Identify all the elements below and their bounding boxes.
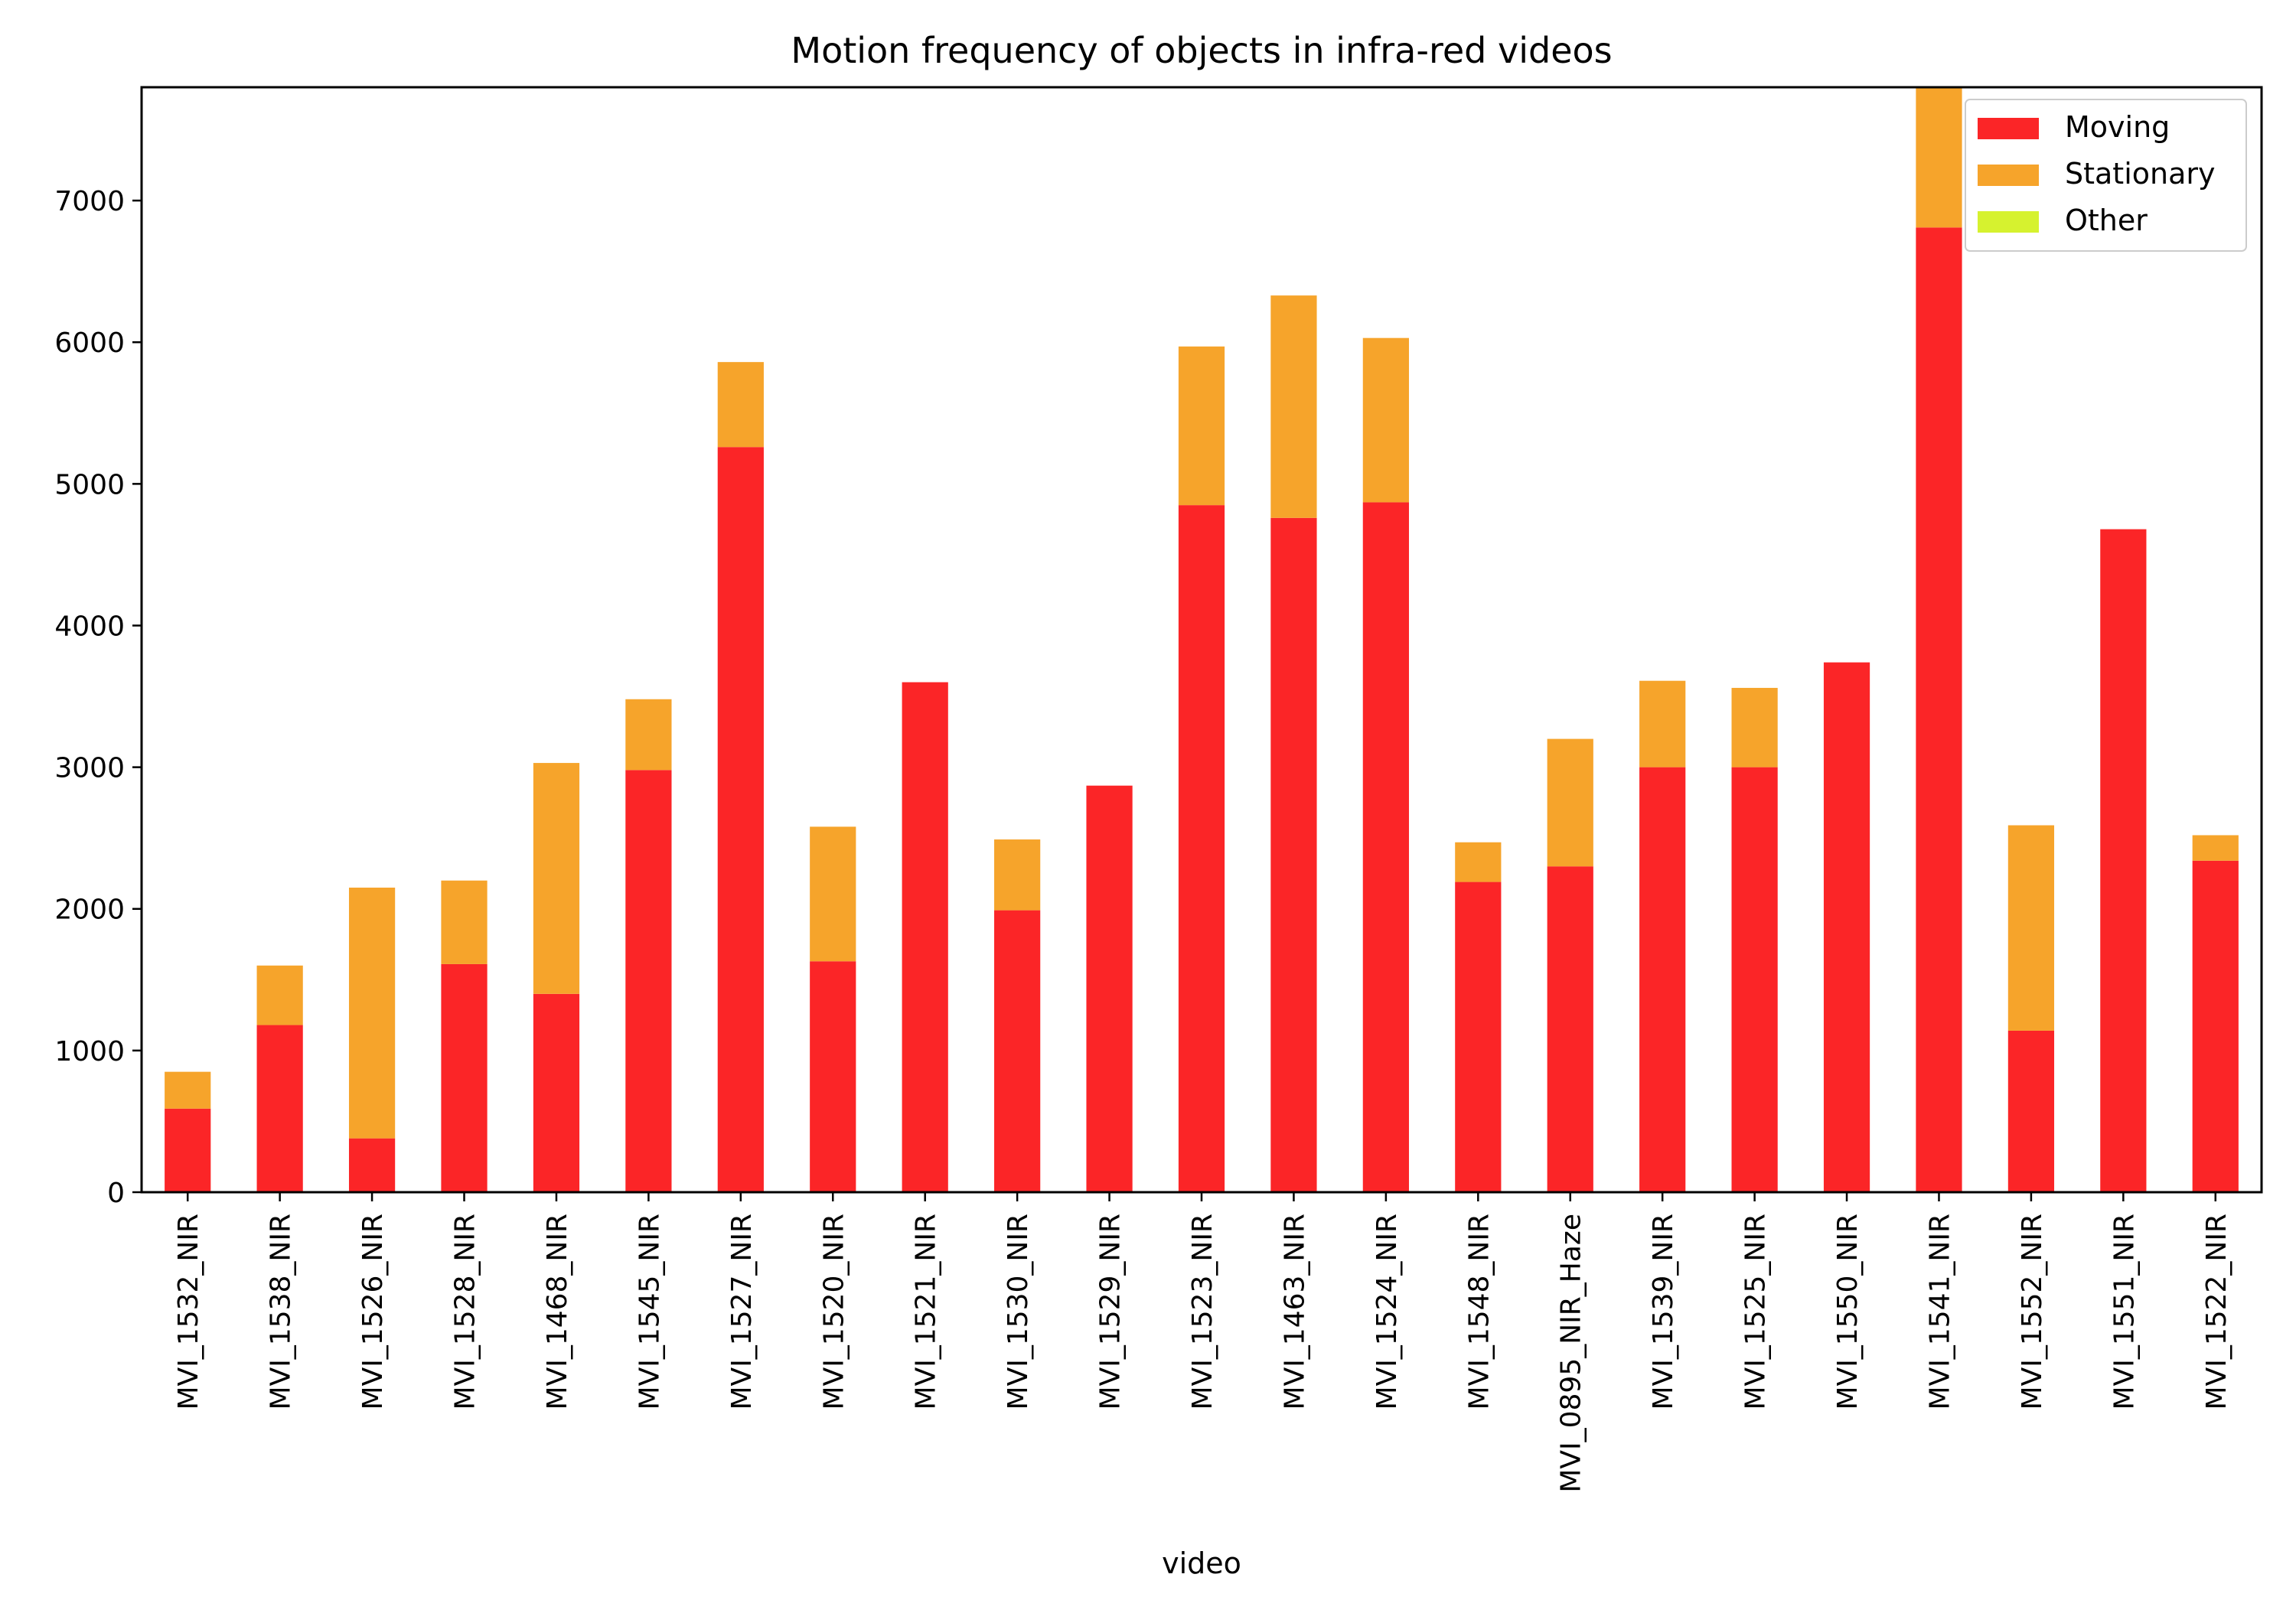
bar-segment-moving-5	[625, 770, 672, 1192]
bar-segment-moving-13	[1362, 502, 1409, 1192]
x-tick-label: MVI_1468_NIR	[542, 1214, 573, 1410]
legend-label-other: Other	[2065, 204, 2148, 237]
x-tick-label: MVI_1551_NIR	[2108, 1214, 2140, 1410]
x-tick-label: MVI_1526_NIR	[357, 1214, 389, 1410]
x-tick-label: MVI_1527_NIR	[726, 1214, 758, 1410]
bar-segment-moving-4	[533, 993, 580, 1192]
bar-segment-stationary-15	[1547, 738, 1593, 867]
legend-label-stationary: Stationary	[2065, 157, 2216, 191]
bar-segment-stationary-14	[1455, 842, 1502, 882]
chart-title: Motion frequency of objects in infra-red…	[791, 30, 1612, 71]
bar-segment-stationary-22	[2192, 835, 2239, 861]
bar-segment-stationary-3	[441, 880, 488, 964]
bar-segment-stationary-2	[348, 887, 396, 1139]
legend-swatch-other	[1978, 211, 2039, 233]
x-tick-label: MVI_1524_NIR	[1371, 1214, 1403, 1410]
bar-segment-stationary-13	[1362, 337, 1409, 503]
legend-swatch-stationary	[1978, 165, 2039, 186]
bar-segment-moving-10	[1086, 785, 1133, 1192]
bar-segment-moving-8	[902, 682, 948, 1192]
x-tick-label: MVI_1538_NIR	[266, 1214, 297, 1410]
y-tick-label: 1000	[54, 1036, 125, 1067]
bar-segment-stationary-4	[533, 763, 580, 994]
bar-segment-moving-7	[810, 961, 856, 1192]
bar-segment-moving-3	[441, 963, 488, 1192]
bar-segment-moving-21	[2100, 529, 2147, 1192]
bar-segment-moving-17	[1731, 767, 1778, 1192]
bar-segment-moving-19	[1916, 227, 1962, 1192]
x-tick-label: MVI_1528_NIR	[450, 1214, 481, 1410]
x-tick-label: MVI_1463_NIR	[1279, 1214, 1310, 1410]
y-tick-label: 5000	[54, 469, 125, 500]
bar-segment-moving-20	[2007, 1030, 2055, 1192]
y-tick-label: 3000	[54, 753, 125, 784]
bar-segment-moving-1	[256, 1025, 303, 1192]
y-tick-label: 7000	[54, 186, 125, 217]
bar-segment-stationary-1	[256, 965, 303, 1025]
x-tick-label: MVI_1539_NIR	[1648, 1214, 1679, 1410]
legend-swatch-moving	[1978, 118, 2039, 139]
bar-segment-stationary-11	[1178, 346, 1225, 506]
y-tick-label: 0	[107, 1178, 125, 1209]
x-tick-label: MVI_0895_NIR_Haze	[1556, 1214, 1587, 1493]
x-tick-label: MVI_1532_NIR	[173, 1214, 204, 1410]
bar-segment-stationary-12	[1270, 295, 1317, 518]
x-tick-label: MVI_1552_NIR	[2017, 1214, 2048, 1410]
bar-segment-stationary-16	[1639, 680, 1686, 768]
bar-segment-stationary-9	[994, 839, 1041, 911]
x-tick-label: MVI_1525_NIR	[1740, 1214, 1772, 1410]
x-tick-label: MVI_1520_NIR	[818, 1214, 850, 1410]
x-tick-label: MVI_1550_NIR	[1832, 1214, 1864, 1410]
plot-frame	[140, 86, 2263, 1194]
bar-segment-moving-15	[1547, 866, 1593, 1192]
bar-segment-stationary-17	[1731, 687, 1778, 768]
bar-segment-moving-0	[165, 1108, 211, 1192]
x-tick-label: MVI_1541_NIR	[1924, 1214, 1955, 1410]
bar-segment-moving-18	[1823, 662, 1870, 1192]
bar-segment-stationary-6	[717, 362, 764, 448]
bar-segment-moving-9	[994, 910, 1041, 1192]
legend: Moving Stationary Other	[1965, 99, 2247, 252]
x-tick-label: MVI_1523_NIR	[1187, 1214, 1218, 1410]
y-tick-label: 6000	[54, 328, 125, 359]
bar-segment-stationary-0	[165, 1071, 211, 1109]
bar-segment-stationary-5	[625, 699, 672, 771]
y-axis: 0 1000 2000 3000 4000 5000 6000 7000	[54, 186, 142, 1209]
x-tick-label: MVI_1548_NIR	[1463, 1214, 1495, 1410]
y-tick-label: 2000	[54, 895, 125, 926]
bar-segment-moving-12	[1270, 517, 1317, 1192]
x-tick-label: MVI_1530_NIR	[1003, 1214, 1034, 1410]
bar-segment-moving-6	[717, 447, 764, 1192]
x-axis-label: video	[1162, 1546, 1241, 1580]
legend-label-moving: Moving	[2065, 110, 2170, 144]
x-axis: MVI_1532_NIR MVI_1538_NIR MVI_1526_NIR MVI_…	[173, 1192, 2232, 1493]
bar-segment-stationary-19	[1916, 87, 1962, 228]
bar-segment-moving-16	[1639, 767, 1686, 1192]
bar-segment-moving-22	[2192, 860, 2239, 1192]
bar-segment-moving-11	[1178, 505, 1225, 1192]
x-tick-label: MVI_1522_NIR	[2201, 1214, 2232, 1410]
bar-segment-moving-2	[348, 1138, 396, 1192]
bar-segment-stationary-20	[2007, 825, 2055, 1031]
x-tick-label: MVI_1521_NIR	[911, 1214, 942, 1410]
y-tick-label: 4000	[54, 611, 125, 642]
bar-segment-stationary-7	[810, 826, 856, 962]
bars-layer	[165, 87, 2239, 1192]
x-tick-label: MVI_1545_NIR	[634, 1214, 665, 1410]
bar-segment-moving-14	[1455, 882, 1502, 1192]
x-tick-label: MVI_1529_NIR	[1095, 1214, 1127, 1410]
